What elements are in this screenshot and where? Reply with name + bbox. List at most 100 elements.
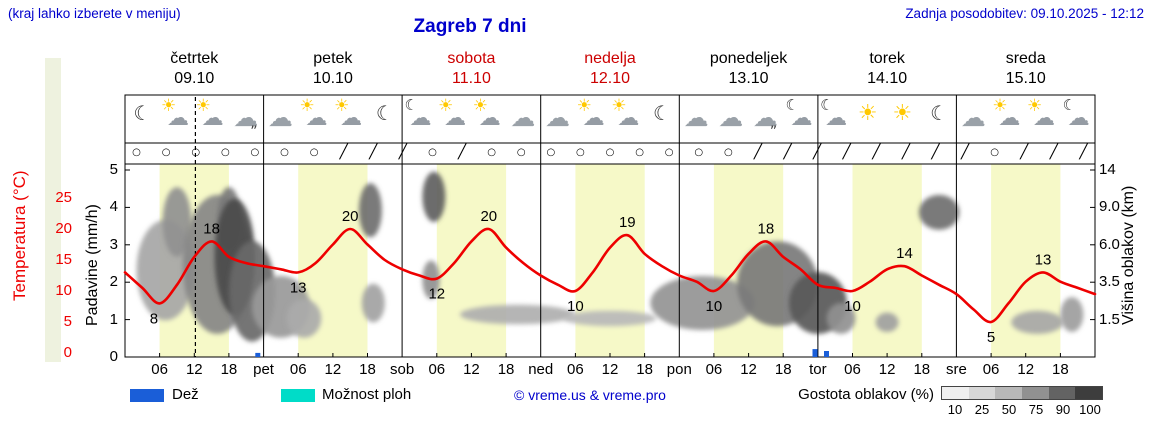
temp-value-label: 18 bbox=[758, 220, 775, 237]
precip-tick-label: 0 bbox=[109, 348, 118, 365]
sun-icon: ☀ bbox=[160, 96, 177, 116]
weather-icon-moon: ☾ bbox=[645, 97, 679, 139]
x-axis-label: 06 bbox=[428, 361, 446, 378]
cloud-height-tick-label: 1.5 bbox=[1099, 310, 1120, 328]
cloud-height-tick-label: 14 bbox=[1099, 161, 1116, 178]
temp-value-label: 19 bbox=[619, 214, 636, 231]
x-axis-label: pet bbox=[253, 361, 274, 378]
daylight-band bbox=[575, 164, 645, 357]
day-date: 14.10 bbox=[867, 70, 908, 87]
wind-calm-icon: ○ bbox=[250, 147, 260, 158]
wind-calm-icon: ○ bbox=[635, 147, 644, 158]
cloud-cover-blob bbox=[459, 304, 576, 325]
sun-icon: ☀ bbox=[892, 101, 913, 126]
day-date: 15.10 bbox=[1005, 70, 1046, 87]
weather-icon-moon: ☾ bbox=[368, 97, 402, 139]
cloud-icon: ☁ bbox=[683, 103, 709, 132]
moon-icon: ☾ bbox=[404, 96, 418, 114]
cloud-icon: ☁ bbox=[510, 103, 536, 132]
cloud-height-tick-label: 6.0 bbox=[1099, 235, 1120, 253]
cloud-cover-blob bbox=[361, 283, 385, 323]
sun-icon: ☀ bbox=[1027, 96, 1043, 116]
x-axis-label: 12 bbox=[463, 361, 480, 378]
cloud-cover-blob bbox=[650, 276, 755, 330]
x-axis-label: ned bbox=[528, 361, 554, 378]
density-tick-label: 25 bbox=[974, 402, 990, 417]
x-axis-label: 06 bbox=[289, 361, 307, 378]
moon-icon: ☾ bbox=[375, 101, 394, 125]
precip-tick-label: 4 bbox=[109, 198, 118, 216]
day-date: 10.10 bbox=[312, 70, 353, 87]
cloud-height-tick-label: 3.5 bbox=[1099, 273, 1120, 291]
sun-icon: ☀ bbox=[472, 96, 488, 116]
weather-icon-cloud: ☁ bbox=[506, 97, 540, 139]
wind-barb-icon: ╱ bbox=[339, 144, 348, 160]
cloud-cover-blob bbox=[358, 183, 382, 238]
sun-icon: ☀ bbox=[857, 101, 878, 126]
x-axis-label: 12 bbox=[878, 361, 896, 378]
sun-icon: ☀ bbox=[334, 96, 350, 116]
temp-tick-label: 20 bbox=[55, 220, 72, 237]
moon-icon: ☾ bbox=[820, 96, 834, 114]
cloud-icon: ☁ bbox=[233, 103, 259, 132]
density-segment bbox=[1048, 387, 1076, 399]
temp-value-label: 10 bbox=[844, 298, 861, 315]
day-name: nedelja bbox=[584, 50, 636, 67]
weather-icon-sun: ☀ bbox=[887, 97, 921, 139]
weather-icon-cloud: ☁ bbox=[680, 97, 714, 139]
cloud-cover-blob bbox=[162, 187, 192, 257]
rain-bar bbox=[824, 351, 829, 357]
last-update: Zadnja posodobitev: 09.10.2025 - 12:12 bbox=[905, 6, 1144, 21]
wind-calm-icon: ○ bbox=[220, 147, 230, 158]
cloud-icon: ☁ bbox=[960, 103, 986, 132]
day-name: četrtek bbox=[170, 50, 219, 67]
cloud-cover-blob bbox=[1011, 310, 1064, 334]
wind-calm-icon: ○ bbox=[990, 147, 1000, 158]
credit-link[interactable]: © vreme.us & vreme.pro bbox=[514, 387, 666, 403]
density-segment bbox=[1075, 387, 1103, 399]
sun-icon: ☀ bbox=[576, 96, 592, 116]
x-axis-label: 18 bbox=[774, 361, 792, 378]
wind-barb-icon: ╱ bbox=[783, 144, 792, 160]
cloud-cover-blob bbox=[1060, 297, 1084, 332]
wind-calm-icon: ○ bbox=[694, 147, 704, 158]
day-name: sobota bbox=[447, 50, 496, 67]
x-axis-label: 06 bbox=[151, 361, 168, 378]
wind-calm-icon: ○ bbox=[723, 147, 733, 158]
temp-value-label: 20 bbox=[342, 208, 359, 225]
wind-calm-icon: ○ bbox=[576, 147, 585, 158]
temperature-curve bbox=[123, 227, 1097, 324]
x-axis-label: 12 bbox=[185, 361, 203, 378]
sun-icon: ☀ bbox=[299, 96, 315, 116]
x-axis-label: 12 bbox=[740, 361, 757, 378]
legend-rain-swatch bbox=[130, 389, 164, 402]
wind-barb-icon: ╱ bbox=[753, 144, 763, 160]
rain-marks-icon: ” bbox=[250, 124, 258, 140]
wind-barb-icon: ╱ bbox=[931, 144, 940, 160]
x-axis-label: 18 bbox=[359, 361, 376, 378]
cloud-icon: ☁ bbox=[752, 103, 778, 132]
density-segment bbox=[968, 387, 996, 399]
weather-icon-sun-cloud: ☀ ☁ bbox=[437, 97, 471, 139]
precip-tick-label: 1 bbox=[109, 310, 118, 328]
temp-tick-label: 10 bbox=[55, 282, 72, 299]
x-axis-label: sre bbox=[946, 361, 967, 378]
cloud-cover-blob bbox=[875, 312, 899, 332]
weather-icon-moon: ☾ bbox=[922, 97, 956, 139]
weather-icon-cloud: ☁ bbox=[957, 97, 991, 139]
cloud-cover-blob bbox=[286, 299, 322, 338]
cloud-icon: ☁ bbox=[340, 106, 363, 131]
weather-icon-cloud: ☁ bbox=[541, 97, 575, 139]
cloud-cover-blob bbox=[422, 171, 446, 222]
x-axis-label: 06 bbox=[705, 361, 723, 378]
moon-icon: ☾ bbox=[785, 96, 799, 114]
temp-value-label: 13 bbox=[290, 279, 307, 296]
x-axis-label: 18 bbox=[913, 361, 931, 378]
weather-icon-sun: ☀ bbox=[853, 97, 887, 139]
wind-calm-icon: ○ bbox=[487, 147, 496, 158]
x-axis-label: pon bbox=[666, 361, 692, 378]
wind-barb-icon: ╱ bbox=[369, 144, 378, 160]
day-date: 12.10 bbox=[589, 70, 631, 87]
